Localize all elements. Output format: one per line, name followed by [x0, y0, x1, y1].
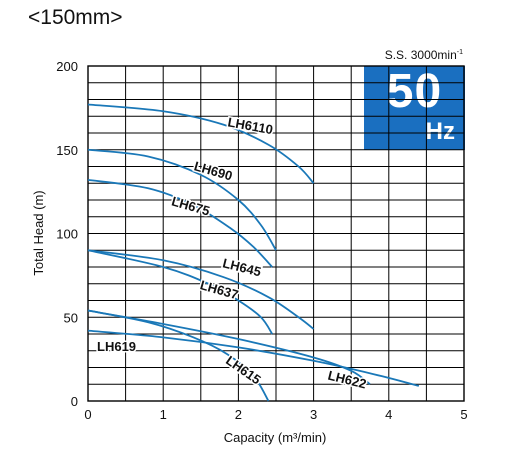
- curve-lh645: [87, 249, 315, 330]
- x-tick-label: 3: [310, 407, 317, 422]
- bracket-close: >: [110, 6, 123, 29]
- curve-lh615: [87, 309, 270, 402]
- series-label-lh645: LH645: [221, 255, 263, 279]
- curve-lh637: [87, 249, 274, 335]
- speed-exponent: -1: [456, 49, 463, 56]
- x-tick-label: 1: [160, 407, 167, 422]
- series-label-lh690: LH690: [192, 158, 234, 183]
- x-axis-label: Capacity (m³/min): [224, 430, 327, 445]
- y-tick-label: 150: [56, 143, 78, 158]
- series-label-lh6110: LH6110: [227, 114, 274, 137]
- y-tick-label: 50: [64, 310, 78, 325]
- bore-size-value: 150mm: [40, 6, 111, 29]
- series-label-lh637: LH637: [198, 277, 240, 302]
- y-axis-label: Total Head (m): [31, 190, 46, 275]
- x-tick-label: 2: [235, 407, 242, 422]
- series-label-lh619: LH619: [97, 339, 136, 354]
- curve-lh690: [87, 148, 277, 251]
- bracket-open: <: [28, 6, 41, 29]
- synchronous-speed-label: S.S. 3000min-1: [385, 48, 463, 62]
- bore-size-label: <150mm>: [28, 6, 123, 30]
- series-label-lh675: LH675: [170, 193, 212, 218]
- curve-lh619: [87, 329, 420, 387]
- series-label-lh622: LH622: [326, 368, 368, 392]
- y-tick-label: 200: [56, 59, 78, 74]
- y-tick-label: 0: [71, 394, 78, 409]
- frequency-number: 50: [386, 65, 443, 118]
- curve-lh622: [87, 309, 371, 385]
- frequency-badge: 50 Hz: [364, 65, 465, 150]
- x-tick-label: 4: [385, 407, 392, 422]
- x-tick-label: 5: [460, 407, 467, 422]
- speed-text: S.S. 3000min: [384, 48, 457, 62]
- curve-lh675: [87, 179, 273, 268]
- x-tick-label: 0: [84, 407, 91, 422]
- frequency-unit: Hz: [425, 118, 455, 145]
- series-label-lh615: LH615: [223, 353, 264, 388]
- curve-lh6110: [87, 103, 315, 184]
- y-tick-label: 100: [56, 227, 78, 242]
